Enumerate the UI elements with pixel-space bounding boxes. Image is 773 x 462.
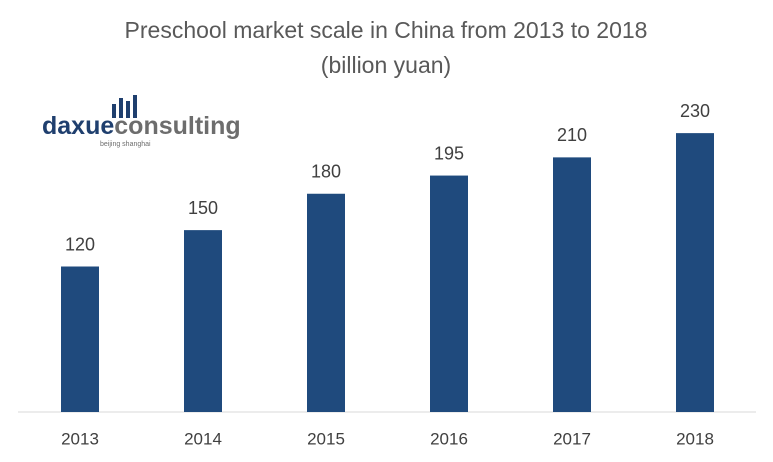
bar: [676, 133, 714, 412]
x-tick-label: 2018: [676, 429, 714, 448]
x-tick-label: 2016: [430, 429, 468, 448]
logo-text: daxueconsulting: [42, 112, 241, 140]
logo-icon: [119, 98, 123, 118]
bar: [430, 175, 468, 412]
data-label: 210: [557, 125, 587, 145]
logo-brand-first: daxue: [42, 112, 114, 140]
chart-subtitle: (billion yuan): [321, 52, 451, 78]
bar: [553, 157, 591, 412]
logo-brand-second: consulting: [114, 112, 240, 140]
data-label: 195: [434, 143, 464, 163]
bar: [184, 230, 222, 412]
x-tick-label: 2017: [553, 429, 591, 448]
logo: daxueconsulting beijing shanghai: [42, 95, 241, 148]
x-tick-label: 2013: [61, 429, 99, 448]
data-label: 120: [65, 234, 95, 254]
data-label: 150: [188, 198, 218, 218]
chart-title: Preschool market scale in China from 201…: [125, 17, 648, 43]
bar: [307, 193, 345, 412]
logo-tagline: beijing shanghai: [100, 141, 151, 148]
bar: [61, 266, 99, 412]
logo-icon: [133, 95, 137, 118]
logo-icon: [112, 104, 116, 118]
x-tick-label: 2014: [184, 429, 222, 448]
data-label: 180: [311, 162, 341, 182]
logo-icon: [126, 101, 130, 118]
x-tick-label: 2015: [307, 429, 345, 448]
data-label: 230: [680, 101, 710, 121]
